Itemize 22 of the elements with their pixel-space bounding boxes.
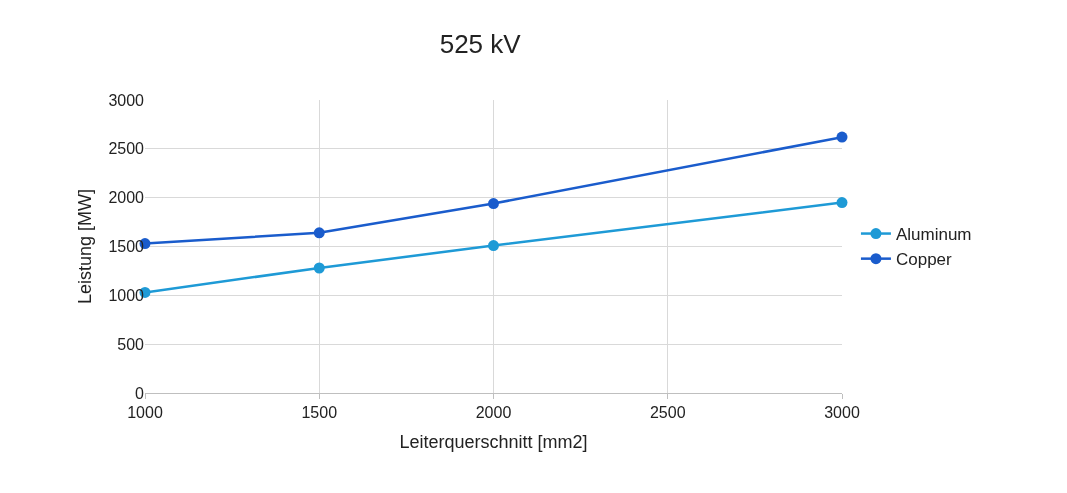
point bbox=[836, 197, 848, 209]
point bbox=[313, 262, 325, 274]
point bbox=[488, 198, 499, 210]
x-axis-title: Leiterquerschnitt [mm2] bbox=[399, 432, 588, 453]
x-tick-label: 2500 bbox=[649, 404, 686, 422]
legend-label: Copper bbox=[895, 250, 953, 270]
point bbox=[836, 131, 848, 143]
y-tick-label: 2500 bbox=[108, 140, 145, 158]
x-tick-label: 1500 bbox=[301, 404, 338, 422]
y-tick-label: 0 bbox=[135, 384, 145, 402]
y-tick-label: 1000 bbox=[108, 286, 145, 304]
point bbox=[313, 227, 325, 239]
y-tick-label: 1500 bbox=[108, 238, 145, 256]
x-tick-label: 2000 bbox=[475, 404, 512, 422]
y-tick-label: 2000 bbox=[108, 189, 145, 207]
y-axis-title: Leistung [MW] bbox=[74, 188, 95, 305]
legend-label: Aluminum bbox=[895, 225, 972, 245]
y-tick-label: 3000 bbox=[108, 91, 145, 109]
point bbox=[488, 240, 499, 252]
chart-title: 525 kV bbox=[439, 28, 522, 59]
x-tick-label: 3000 bbox=[824, 404, 860, 422]
y-tick-label: 500 bbox=[117, 335, 145, 353]
